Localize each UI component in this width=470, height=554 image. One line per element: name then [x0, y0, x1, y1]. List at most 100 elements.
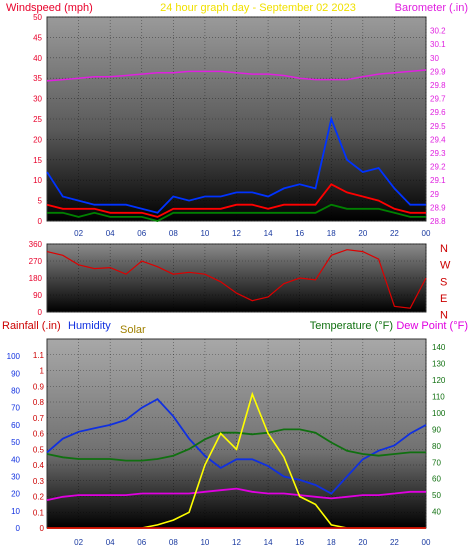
humidity-tick-label: 50 [11, 438, 20, 447]
x-tick-label: 18 [327, 538, 336, 547]
rain-tick-label: 0.1 [33, 508, 45, 517]
temperature-tick-label: 70 [432, 458, 441, 467]
x-tick-label: 00 [422, 538, 431, 547]
temperature-tick-label: 40 [432, 508, 441, 517]
compass-label: N [440, 243, 448, 255]
dewpoint-label: Dew Point (°F) [396, 320, 468, 332]
compass-label: N [440, 310, 448, 322]
baro-tick-label: 29 [430, 190, 439, 199]
direction-tick-label: 180 [29, 274, 43, 283]
baro-tick-label: 30 [430, 54, 439, 63]
humidity-tick-label: 20 [11, 490, 20, 499]
x-tick-label: 12 [232, 229, 241, 238]
humidity-tick-label: 0 [16, 524, 21, 533]
x-tick-label: 14 [264, 538, 273, 547]
x-tick-label: 00 [422, 229, 431, 238]
wind-tick-label: 25 [33, 115, 42, 124]
temperature-tick-label: 80 [432, 442, 441, 451]
x-tick-label: 18 [327, 229, 336, 238]
baro-tick-label: 29.8 [430, 81, 446, 90]
wind-low-line [47, 203, 426, 222]
x-tick-label: 02 [74, 538, 83, 547]
graph-day-title: 24 hour graph day - September 02 2023 [160, 2, 356, 14]
x-tick-label: 08 [169, 538, 178, 547]
wind-tick-label: 45 [33, 33, 42, 42]
solar-label: Solar [120, 324, 146, 336]
baro-tick-label: 29.1 [430, 176, 446, 185]
rain-tick-label: 0.9 [33, 382, 45, 391]
wind-tick-label: 35 [33, 74, 42, 83]
x-tick-label: 10 [200, 229, 209, 238]
wind-average-line [46, 183, 426, 218]
direction-tick-label: 270 [29, 257, 43, 266]
humidity-tick-label: 100 [7, 352, 21, 361]
humidity-tick-label: 60 [11, 421, 20, 430]
x-tick-label: 16 [295, 538, 304, 547]
dew-point-line [46, 487, 426, 501]
rainfall-label: Rainfall (.in) [2, 320, 61, 332]
baro-tick-label: 29.3 [430, 149, 446, 158]
direction-tick-label: 360 [29, 240, 43, 249]
rain-tick-label: 0.3 [33, 477, 45, 486]
barometer-title: Barometer (.in) [395, 2, 468, 14]
temperature-line [46, 428, 426, 462]
barometer-line [46, 69, 427, 82]
x-tick-label: 08 [169, 229, 178, 238]
wind-tick-label: 40 [33, 54, 42, 63]
baro-tick-label: 30.1 [430, 40, 446, 49]
compass-label: E [440, 293, 447, 305]
humidity-line [46, 397, 427, 495]
humidity-tick-label: 70 [11, 404, 20, 413]
rain-tick-label: 0.6 [33, 430, 45, 439]
wind-tick-label: 10 [33, 176, 42, 185]
x-tick-label: 04 [106, 229, 115, 238]
rain-tick-label: 0.2 [33, 493, 45, 502]
x-tick-label: 22 [390, 538, 399, 547]
x-tick-label: 02 [74, 229, 83, 238]
baro-tick-label: 29.6 [430, 108, 446, 117]
rain-tick-label: 0.4 [33, 461, 45, 470]
x-tick-label: 06 [137, 538, 146, 547]
wind-title: Windspeed (mph) [6, 2, 93, 14]
direction-tick-label: 0 [38, 308, 43, 317]
x-tick-label: 14 [264, 229, 273, 238]
x-tick-label: 04 [106, 538, 115, 547]
temperature-tick-label: 60 [432, 475, 441, 484]
x-tick-label: 10 [200, 538, 209, 547]
humidity-tick-label: 10 [11, 507, 20, 516]
direction-tick-label: 90 [33, 291, 42, 300]
temperature-tick-label: 100 [432, 409, 446, 418]
baro-tick-label: 29.4 [430, 135, 446, 144]
rain-tick-label: 0 [40, 524, 45, 533]
x-tick-label: 06 [137, 229, 146, 238]
baro-tick-label: 29.9 [430, 67, 446, 76]
wind-tick-label: 50 [33, 13, 42, 22]
humidity-tick-label: 40 [11, 455, 20, 464]
temperature-tick-label: 140 [432, 343, 446, 352]
temperature-tick-label: 120 [432, 376, 446, 385]
rain-tick-label: 0.8 [33, 398, 45, 407]
rain-tick-label: 0.5 [33, 445, 45, 454]
temperature-tick-label: 130 [432, 360, 446, 369]
compass-label: W [440, 260, 451, 272]
humidity-tick-label: 90 [11, 369, 20, 378]
temperature-label: Temperature (°F) [310, 320, 393, 332]
temperature-tick-label: 90 [432, 425, 441, 434]
wind-gust-line [46, 115, 426, 214]
x-tick-label: 16 [295, 229, 304, 238]
baro-tick-label: 29.2 [430, 163, 446, 172]
wind-tick-label: 20 [33, 135, 42, 144]
temperature-tick-label: 50 [432, 491, 441, 500]
baro-tick-label: 30.2 [430, 27, 446, 36]
humidity-tick-label: 30 [11, 472, 20, 481]
rain-tick-label: 1 [40, 367, 45, 376]
humidity-tick-label: 80 [11, 387, 20, 396]
rain-tick-label: 1.1 [33, 351, 45, 360]
wind-tick-label: 30 [33, 95, 42, 104]
wind-tick-label: 0 [38, 217, 43, 226]
compass-label: S [440, 276, 447, 288]
baro-tick-label: 29.5 [430, 122, 446, 131]
rain-tick-label: 0.7 [33, 414, 45, 423]
